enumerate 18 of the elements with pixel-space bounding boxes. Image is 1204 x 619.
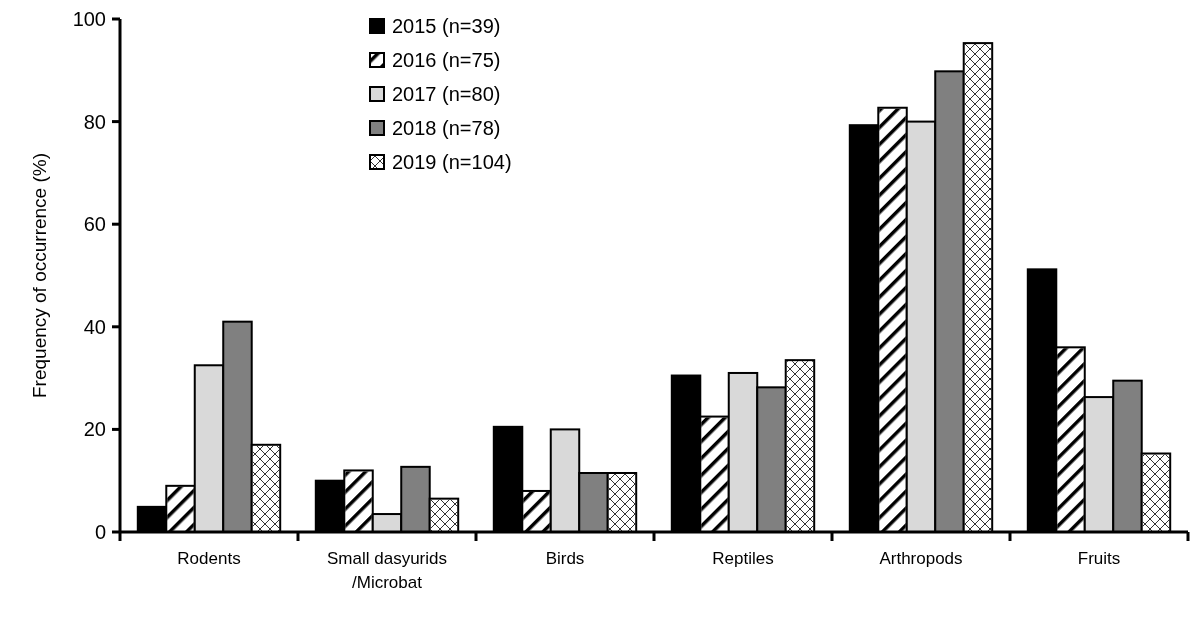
y-tick-label: 20 [83,418,106,441]
x-tick-label: Reptiles [712,549,774,568]
legend-label: 2017 (n=80) [392,83,501,105]
x-tick-label: Arthropods [879,549,963,568]
y-tick-label: 100 [72,8,106,30]
x-tick-label: Small dasyurids /Microbat [327,549,447,592]
y-tick-label: 40 [83,315,106,338]
legend-label: 2019 (n=104) [392,151,512,173]
x-tick-label: Birds [545,549,585,568]
y-tick-label: 0 [94,521,106,543]
legend-label: 2016 (n=75) [392,49,501,71]
y-tick-label: 80 [83,110,106,133]
x-tick-label: Fruits [1077,549,1121,568]
x-tick-label: Rodents [177,549,241,568]
y-tick-label: 60 [83,213,106,236]
legend-label: 2015 (n=39) [392,15,501,37]
legend-label: 2018 (n=78) [392,117,501,139]
y-axis-title: Frequency of occurrence (%) [29,153,50,398]
